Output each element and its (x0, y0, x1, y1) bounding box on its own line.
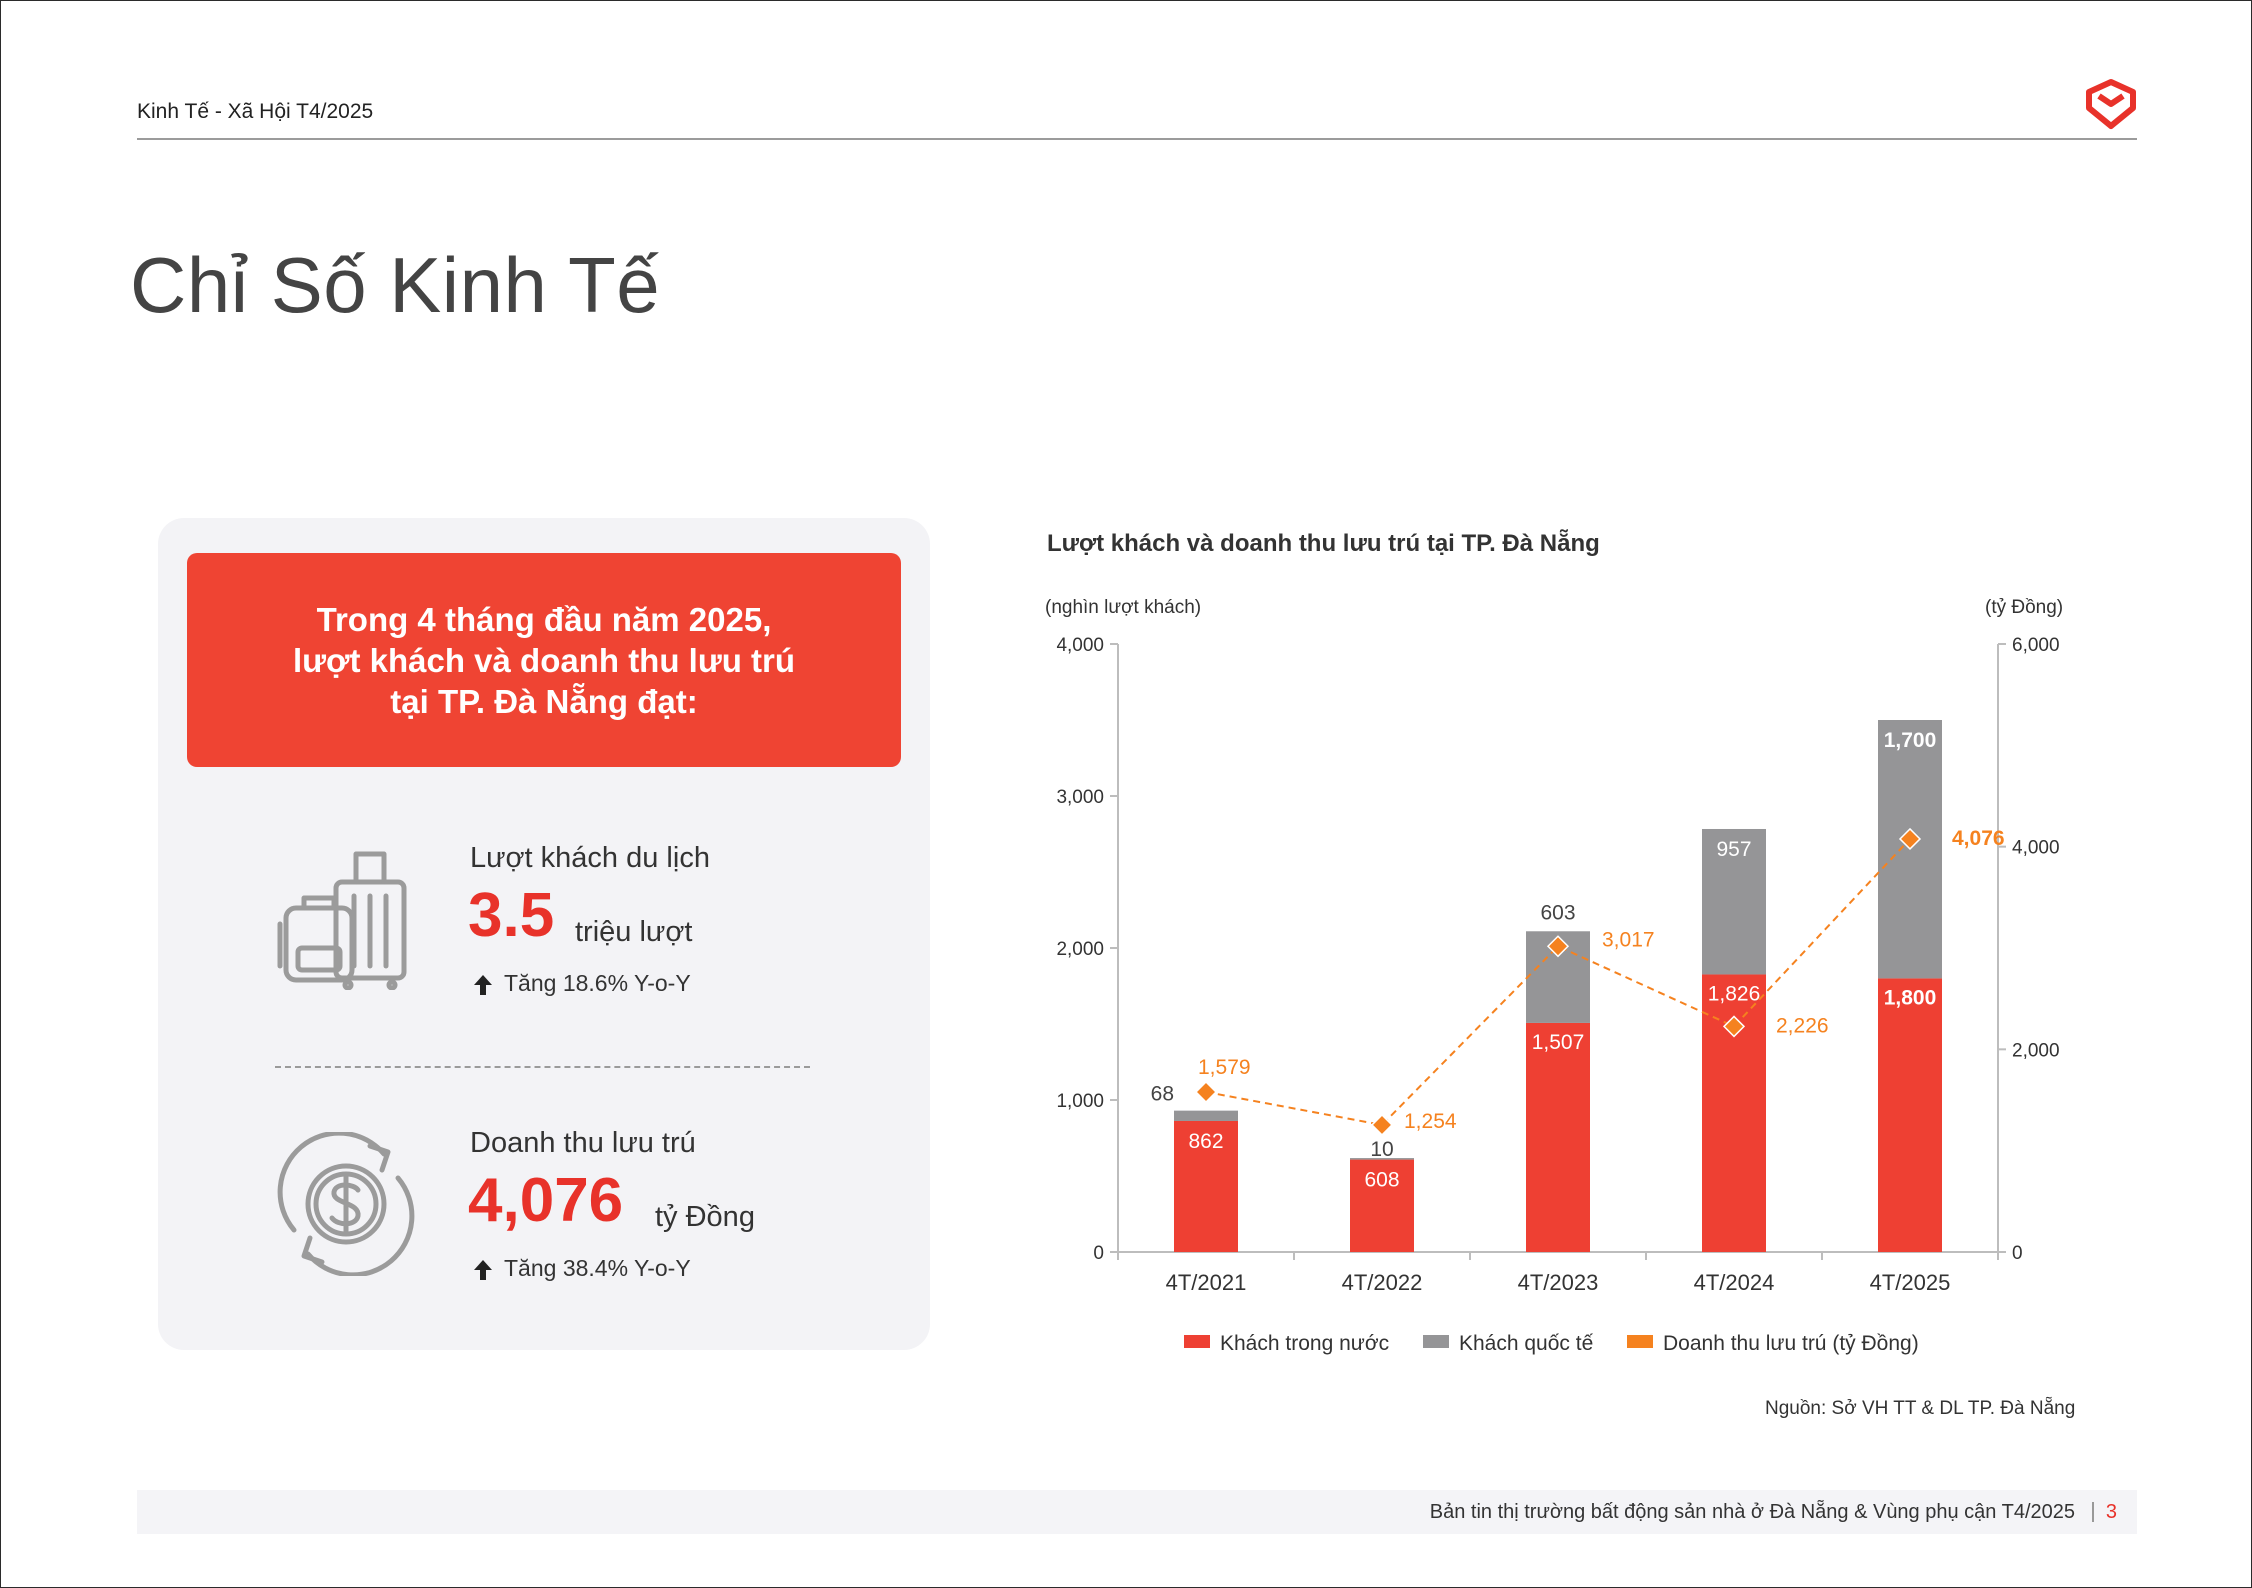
legend-swatch (1423, 1335, 1449, 1348)
left-tick-label: 3,000 (1056, 787, 1104, 808)
stat-revenue-label: Doanh thu lưu trú (470, 1127, 696, 1159)
bar-domestic (1174, 1120, 1238, 1252)
bar-domestic-label: 862 (1188, 1130, 1223, 1153)
bar-international-label: 1,700 (1884, 729, 1937, 752)
page-number: 3 (2105, 1501, 2117, 1523)
bar-domestic-label: 1,507 (1532, 1031, 1585, 1054)
chart-source: Nguồn: Sở VH TT & DL TP. Đà Nẵng (1765, 1398, 2076, 1419)
bar-international-label: 68 (1151, 1083, 1174, 1106)
header-divider (137, 138, 2137, 140)
arrow-up-icon (474, 974, 492, 995)
stat-revenue-unit: tỷ Đồng (655, 1201, 755, 1233)
header-title: Kinh Tế - Xã Hội T4/2025 (137, 100, 374, 123)
headline-line-3: tại TP. Đà Nẵng đạt: (390, 682, 698, 720)
x-category-label: 4T/2024 (1694, 1270, 1775, 1295)
chart-title: Lượt khách và doanh thu lưu trú tại TP. … (1047, 530, 1600, 557)
stat-visitors-change: Tăng 18.6% Y-o-Y (474, 970, 691, 997)
x-category-label: 4T/2022 (1342, 1270, 1423, 1295)
revenue-label: 2,226 (1776, 1014, 1829, 1037)
dollar-cycle-icon (277, 1132, 415, 1276)
legend-label: Doanh thu lưu trú (tỷ Đồng) (1663, 1332, 1919, 1355)
chart-right-axis-unit: (tỷ Đồng) (1985, 597, 2064, 618)
left-tick-label: 2,000 (1056, 939, 1104, 960)
bar-domestic (1350, 1159, 1414, 1252)
bar-international (1174, 1110, 1238, 1121)
x-category-label: 4T/2021 (1166, 1270, 1247, 1295)
revenue-label: 1,579 (1198, 1056, 1251, 1079)
bar-domestic (1878, 978, 1942, 1252)
stat-visitors-unit: triệu lượt (575, 916, 693, 948)
bar-domestic-label: 1,826 (1708, 982, 1761, 1005)
chart-left-axis-unit: (nghìn lượt khách) (1045, 597, 1202, 618)
stat-revenue-change-text: Tăng 38.4% Y-o-Y (504, 1255, 691, 1281)
footer-bar: Bản tin thị trường bất động sản nhà ở Đà… (137, 1490, 2137, 1534)
x-category-label: 4T/2025 (1870, 1270, 1951, 1295)
revenue-point (1370, 1113, 1394, 1136)
right-tick-label: 0 (2012, 1243, 2023, 1264)
luggage-icon (277, 851, 407, 990)
summary-headline-box: Trong 4 tháng đầu năm 2025, lượt khách v… (187, 553, 901, 767)
page-title: Chỉ Số Kinh Tế (130, 241, 661, 329)
revenue-label: 3,017 (1602, 928, 1655, 951)
revenue-point (1546, 935, 1570, 958)
bar-international-label: 957 (1716, 838, 1751, 861)
brand-logo-icon (2086, 79, 2136, 129)
footer-text: Bản tin thị trường bất động sản nhà ở Đà… (1429, 1501, 2075, 1523)
x-category-label: 4T/2023 (1518, 1270, 1599, 1295)
legend-label: Khách quốc tế (1459, 1332, 1594, 1355)
bar-domestic-label: 1,800 (1884, 986, 1937, 1009)
revenue-label: 4,076 (1952, 827, 2005, 850)
revenue-label: 1,254 (1404, 1110, 1457, 1133)
revenue-point (1194, 1080, 1218, 1104)
stat-revenue-change: Tăng 38.4% Y-o-Y (474, 1255, 691, 1282)
right-tick-label: 2,000 (2012, 1040, 2060, 1061)
right-tick-label: 4,000 (2012, 838, 2060, 859)
left-tick-label: 4,000 (1056, 635, 1104, 656)
revenue-line (1205, 838, 1911, 1127)
legend-label: Khách trong nước (1220, 1332, 1389, 1355)
stat-divider (275, 1066, 810, 1068)
summary-headline: Trong 4 tháng đầu năm 2025, lượt khách v… (293, 599, 795, 722)
footer-separator (2092, 1502, 2094, 1522)
bar-international (1350, 1158, 1414, 1160)
left-tick-label: 1,000 (1056, 1091, 1104, 1112)
left-tick-label: 0 (1093, 1243, 1104, 1264)
right-tick-label: 6,000 (2012, 635, 2060, 656)
stat-visitors-label: Lượt khách du lịch (470, 842, 710, 874)
headline-line-1: Trong 4 tháng đầu năm 2025, (316, 600, 772, 638)
stat-revenue-value: 4,076 (468, 1166, 624, 1235)
stat-visitors-value: 3.5 (468, 881, 555, 950)
bar-domestic (1526, 1022, 1590, 1252)
revenue-point (1898, 827, 1922, 851)
revenue-point (1722, 1015, 1746, 1038)
bar-international (1702, 828, 1766, 975)
bar-international-label: 10 (1370, 1138, 1393, 1161)
headline-line-2: lượt khách và doanh thu lưu trú (292, 641, 796, 679)
arrow-up-icon (474, 1259, 492, 1280)
bar-international-label: 603 (1540, 901, 1575, 924)
bar-domestic-label: 608 (1364, 1169, 1399, 1192)
stat-visitors-change-text: Tăng 18.6% Y-o-Y (504, 970, 691, 996)
legend-swatch (1627, 1335, 1653, 1348)
legend-swatch (1184, 1335, 1210, 1348)
